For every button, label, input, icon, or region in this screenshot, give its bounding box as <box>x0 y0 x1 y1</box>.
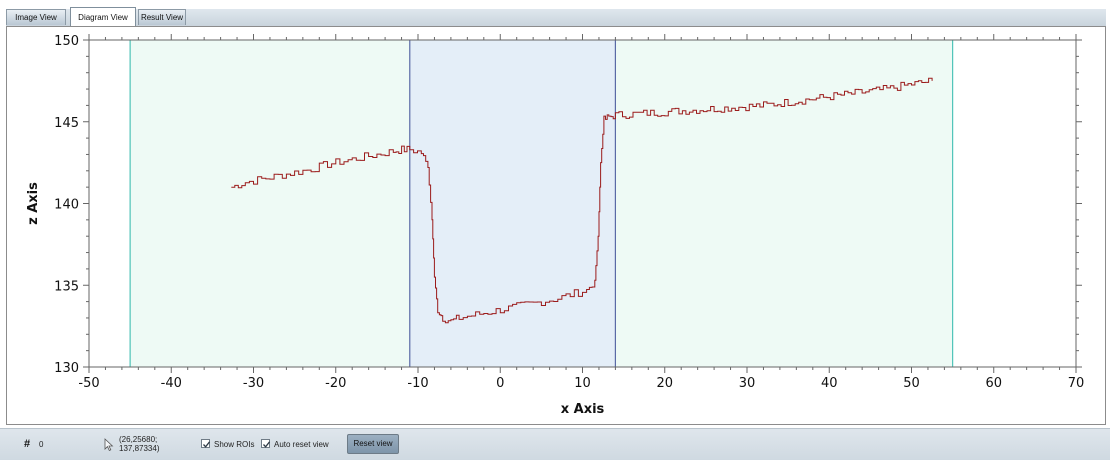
y-tick-label: 130 <box>54 361 79 376</box>
x-tick-label: 60 <box>985 376 1002 391</box>
count-value: 0 <box>39 440 44 449</box>
x-axis-label: x Axis <box>561 402 605 417</box>
x-tick-label: 50 <box>903 376 920 391</box>
x-tick-label: 10 <box>574 376 591 391</box>
show-rois-label: Show ROIs <box>214 440 255 449</box>
profile-series-line <box>231 77 933 324</box>
auto-reset-view-option[interactable]: Auto reset view <box>261 439 329 451</box>
cursor-coordinates: (26,25680; 137,87334) <box>119 435 160 453</box>
show-rois-checkbox[interactable] <box>201 439 211 449</box>
y-axis-ticks: 130 135 140 145 150 <box>54 34 1082 376</box>
x-tick-label: -10 <box>407 376 428 391</box>
view-tab-bar: Image View Diagram View Result View <box>0 0 1110 27</box>
y-tick-label: 140 <box>54 198 79 213</box>
show-rois-option[interactable]: Show ROIs <box>201 439 254 451</box>
auto-reset-view-checkbox[interactable] <box>261 439 271 449</box>
roi-region-1 <box>409 40 616 367</box>
y-tick-label: 150 <box>54 34 79 49</box>
x-axis-ticks: -50 -40 -30 -20 -10 0 10 20 30 40 50 60 70 <box>78 34 1084 391</box>
x-tick-label: 20 <box>656 376 673 391</box>
x-tick-label: -30 <box>243 376 264 391</box>
tab-image-view[interactable]: Image View <box>6 9 66 25</box>
x-tick-label: -20 <box>325 376 346 391</box>
hash-icon: # <box>24 438 31 450</box>
y-axis-label: z Axis <box>26 182 41 225</box>
x-tick-label: -40 <box>161 376 182 391</box>
x-tick-label: 40 <box>821 376 838 391</box>
x-tick-label: 30 <box>739 376 756 391</box>
y-tick-label: 145 <box>54 116 79 131</box>
tab-result-view[interactable]: Result View <box>138 9 186 25</box>
reset-view-button[interactable]: Reset view <box>347 434 399 454</box>
tab-diagram-view[interactable]: Diagram View <box>70 7 136 26</box>
cursor-pointer-icon <box>103 438 115 452</box>
x-tick-label: 0 <box>496 376 504 391</box>
x-tick-label: 70 <box>1068 376 1085 391</box>
auto-reset-view-label: Auto reset view <box>274 440 329 449</box>
roi-layer <box>129 40 954 367</box>
status-bar: # 0 (26,25680; 137,87334) Show ROIs Auto… <box>0 428 1110 460</box>
y-tick-label: 135 <box>54 279 79 294</box>
diagram-panel: -50 -40 -30 -20 -10 0 10 20 30 40 50 60 70 130 135 140… <box>6 26 1106 425</box>
x-tick-label: -50 <box>78 376 99 391</box>
series-layer <box>231 77 933 324</box>
profile-chart[interactable]: -50 -40 -30 -20 -10 0 10 20 30 40 50 60 70 130 135 140… <box>7 27 1105 424</box>
